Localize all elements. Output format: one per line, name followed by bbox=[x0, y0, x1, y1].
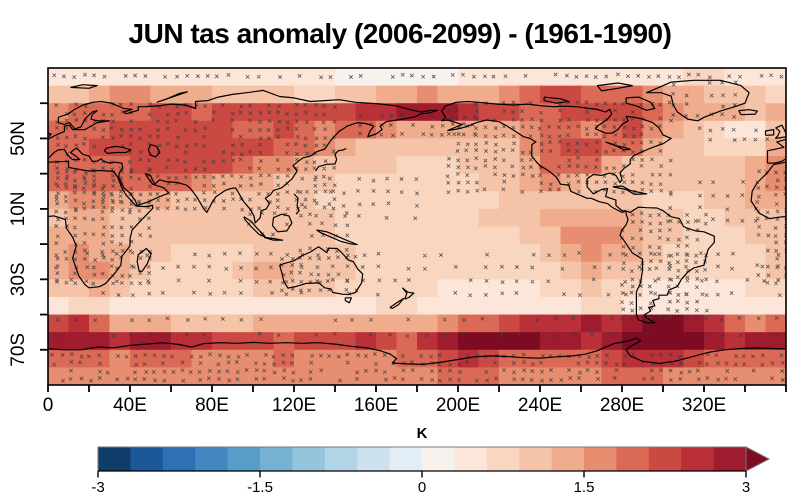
colorbar-tick-label: -1.5 bbox=[247, 479, 273, 496]
y-axis-label: 30S bbox=[8, 262, 29, 296]
colorbar-tick-label: -3 bbox=[91, 479, 104, 496]
colorbar-segment bbox=[616, 447, 650, 471]
coastline bbox=[264, 236, 284, 241]
stipple-region bbox=[298, 176, 419, 221]
coastline bbox=[646, 79, 750, 122]
coastline bbox=[279, 246, 364, 295]
y-axis-label: 10N bbox=[8, 191, 29, 226]
coastline bbox=[612, 185, 648, 195]
colorbar-segment bbox=[422, 447, 455, 471]
coastline bbox=[764, 129, 775, 136]
coastline bbox=[774, 124, 786, 139]
coastline bbox=[738, 109, 758, 116]
coastline bbox=[70, 84, 98, 89]
colorbar-segment bbox=[130, 447, 164, 471]
colorbar-tick-label: 0 bbox=[418, 479, 426, 496]
x-axis-label: 200E bbox=[436, 395, 480, 416]
coastline bbox=[147, 144, 161, 158]
stipple-region bbox=[54, 102, 337, 212]
coastline bbox=[389, 297, 405, 309]
x-axis-label: 320E bbox=[682, 395, 726, 416]
stipple-region bbox=[358, 113, 477, 138]
colorbar-segment bbox=[260, 447, 293, 471]
colorbar-unit-label: K bbox=[417, 425, 428, 442]
stipple-region bbox=[668, 179, 760, 223]
coastline bbox=[48, 160, 154, 289]
coastline bbox=[605, 141, 631, 151]
colorbar-segment bbox=[648, 447, 682, 471]
grid-heatmap bbox=[48, 68, 786, 385]
stipple-marks bbox=[50, 72, 786, 383]
coastline bbox=[750, 161, 786, 220]
coastline bbox=[103, 145, 132, 154]
y-axis: 50N 10N 30S 70S bbox=[8, 102, 48, 367]
coastline bbox=[156, 91, 188, 103]
colorbar-segment bbox=[195, 447, 229, 471]
stipple-region bbox=[445, 100, 674, 195]
colorbar-arrow bbox=[745, 446, 771, 472]
y-axis-label: 70S bbox=[8, 333, 29, 367]
x-axis-label: 280E bbox=[600, 395, 644, 416]
colorbar-segment bbox=[227, 447, 261, 471]
coastline bbox=[316, 229, 358, 246]
colorbar-segment bbox=[357, 447, 391, 471]
colorbar-segment bbox=[584, 447, 617, 471]
stipple-region bbox=[619, 211, 709, 321]
coastline bbox=[625, 96, 656, 111]
colorbar-tick-label: 3 bbox=[742, 479, 750, 496]
y-axis-label: 50N bbox=[8, 121, 29, 156]
stipple-region bbox=[54, 250, 782, 298]
stipple-region bbox=[697, 126, 770, 142]
colorbar-segment bbox=[324, 447, 358, 471]
coastline bbox=[48, 131, 52, 138]
coastline bbox=[402, 287, 415, 300]
coastline bbox=[344, 297, 352, 304]
coastline bbox=[271, 213, 293, 233]
colorbar-tick-label: 1.5 bbox=[574, 479, 595, 496]
coastline bbox=[48, 337, 786, 365]
x-axis-label: 240E bbox=[518, 395, 562, 416]
coastline bbox=[619, 206, 715, 324]
colorbar-segment bbox=[98, 447, 131, 471]
x-axis-label: 120E bbox=[272, 395, 316, 416]
coastline bbox=[48, 89, 439, 224]
x-axis: 0 40E 80E 120E 160E 200E 240E 280E 320E bbox=[43, 385, 787, 416]
colorbar-segment bbox=[486, 447, 520, 471]
coastline bbox=[441, 100, 672, 213]
x-axis-label: 0 bbox=[43, 395, 54, 416]
colorbar-segment bbox=[454, 447, 488, 471]
colorbar-segment bbox=[551, 447, 585, 471]
colorbar-segment bbox=[162, 447, 196, 471]
colorbar-segment bbox=[713, 447, 747, 471]
coastline bbox=[315, 147, 347, 172]
colorbar-segment bbox=[519, 447, 553, 471]
x-axis-label: 160E bbox=[354, 395, 398, 416]
coastline bbox=[596, 82, 633, 92]
colorbar-segment bbox=[292, 447, 326, 471]
coastline bbox=[136, 247, 152, 272]
coastline bbox=[293, 193, 300, 215]
stipple-region bbox=[52, 72, 784, 80]
colorbar-segment bbox=[681, 447, 715, 471]
coastline bbox=[785, 348, 786, 350]
coastline bbox=[543, 96, 570, 104]
x-axis-label: 40E bbox=[113, 395, 147, 416]
colorbar-segment bbox=[389, 447, 423, 471]
stipple-region bbox=[55, 315, 779, 339]
colorbar: -3 -1.5 0 1.5 3 K bbox=[91, 425, 771, 496]
coastlines bbox=[48, 79, 786, 365]
stipple-region bbox=[50, 352, 785, 383]
plot-title: JUN tas anomaly (2006-2099) - (1961-1990… bbox=[128, 18, 672, 49]
x-axis-label: 80E bbox=[195, 395, 229, 416]
